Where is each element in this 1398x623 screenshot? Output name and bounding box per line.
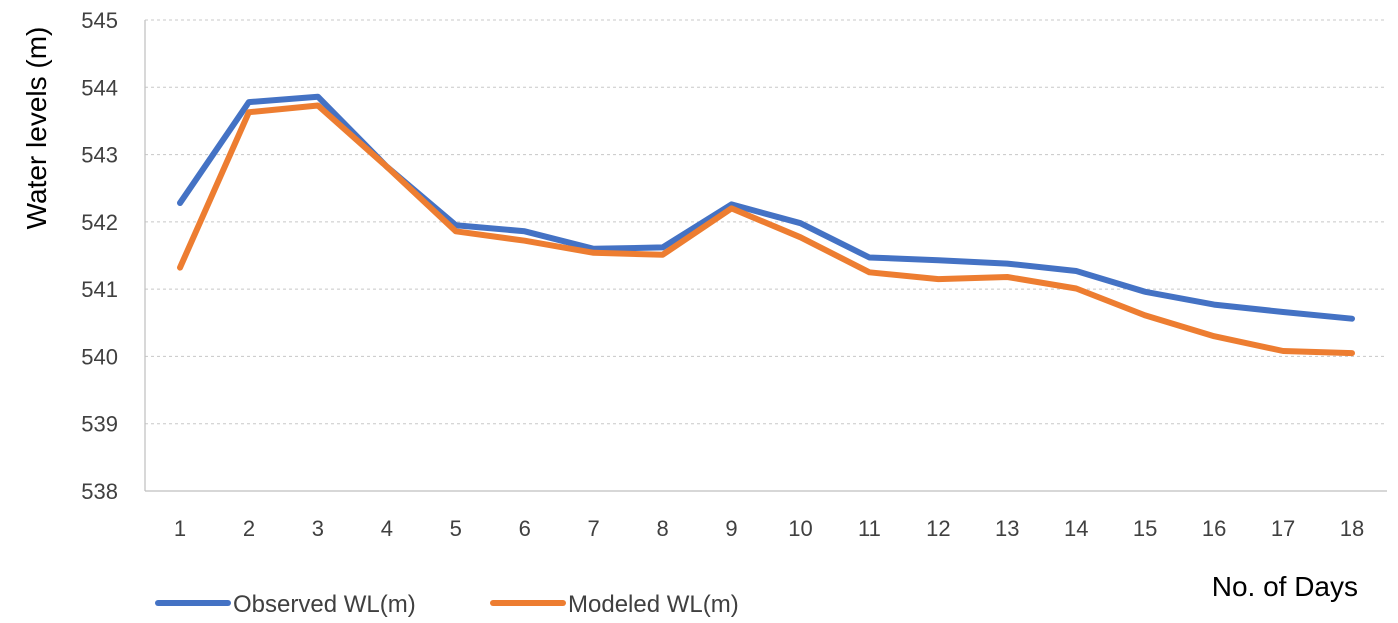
legend-label: Modeled WL(m) — [568, 591, 739, 618]
series-line-observed — [177, 93, 1355, 322]
y-axis-title: Water levels (m) — [21, 27, 52, 230]
x-tick-label: 8 — [656, 516, 668, 541]
x-tick-label: 17 — [1271, 516, 1295, 541]
y-tick-label: 538 — [81, 479, 118, 504]
x-tick-label: 4 — [381, 516, 393, 541]
x-tick-label: 14 — [1064, 516, 1088, 541]
legend-label: Observed WL(m) — [233, 591, 416, 618]
x-tick-label: 7 — [588, 516, 600, 541]
x-tick-label: 18 — [1340, 516, 1364, 541]
series-lines — [177, 93, 1355, 357]
x-tick-label: 3 — [312, 516, 324, 541]
x-tick-label: 2 — [243, 516, 255, 541]
legend: Observed WL(m) Modeled WL(m) — [155, 591, 739, 618]
x-tick-label: 9 — [725, 516, 737, 541]
x-tick-label: 5 — [450, 516, 462, 541]
x-tick-label: 10 — [788, 516, 812, 541]
axes — [144, 20, 1387, 492]
y-tick-label: 542 — [81, 210, 118, 235]
x-tick-label: 16 — [1202, 516, 1226, 541]
x-tick-label: 12 — [926, 516, 950, 541]
x-tick-label: 1 — [174, 516, 186, 541]
y-tick-label: 544 — [81, 75, 118, 100]
y-tick-label: 539 — [81, 412, 118, 437]
x-tick-label: 11 — [858, 516, 881, 541]
gridlines — [145, 19, 1387, 425]
y-tick-label: 543 — [81, 143, 118, 168]
y-tick-label: 540 — [81, 344, 118, 369]
y-tick-label: 545 — [81, 8, 118, 33]
x-tick-label: 15 — [1133, 516, 1157, 541]
series-line-modeled — [177, 102, 1355, 357]
y-tick-label: 541 — [81, 277, 118, 302]
x-axis-title: No. of Days — [1212, 571, 1358, 602]
x-tick-label: 13 — [995, 516, 1019, 541]
x-tick-label: 6 — [519, 516, 531, 541]
